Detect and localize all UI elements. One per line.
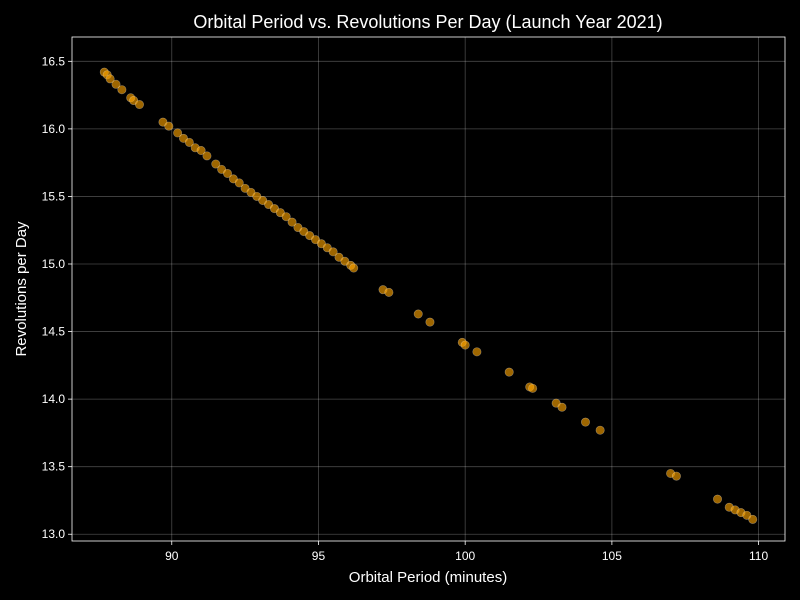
data-point bbox=[425, 317, 435, 327]
data-point bbox=[129, 96, 139, 106]
data-point bbox=[275, 208, 285, 218]
data-point bbox=[105, 74, 115, 84]
y-tick-label: 15.0 bbox=[42, 257, 66, 271]
data-point bbox=[671, 471, 681, 481]
y-tick-label: 14.0 bbox=[42, 392, 66, 406]
data-point bbox=[264, 200, 274, 210]
data-point bbox=[595, 425, 605, 435]
data-point bbox=[287, 217, 297, 227]
data-point bbox=[713, 494, 723, 504]
data-point bbox=[184, 137, 194, 147]
plot-frame bbox=[71, 36, 786, 542]
data-point bbox=[246, 187, 256, 197]
data-point bbox=[334, 252, 344, 262]
x-tick-label: 100 bbox=[455, 549, 475, 563]
data-point bbox=[748, 514, 758, 524]
x-axis-ticks: 90 95 100 105 110 bbox=[165, 541, 768, 563]
data-point bbox=[196, 146, 206, 156]
data-point bbox=[217, 164, 227, 174]
data-point bbox=[258, 195, 268, 205]
data-point bbox=[472, 347, 482, 357]
data-point bbox=[742, 510, 752, 520]
x-tick-label: 95 bbox=[312, 549, 326, 563]
data-point bbox=[328, 247, 338, 257]
data-point bbox=[269, 204, 279, 214]
data-point bbox=[299, 227, 309, 237]
data-point bbox=[580, 417, 590, 427]
data-point bbox=[322, 243, 332, 253]
y-tick-label: 14.5 bbox=[42, 325, 66, 339]
data-point bbox=[557, 402, 567, 412]
data-point bbox=[340, 256, 350, 266]
data-point bbox=[460, 340, 470, 350]
y-axis-ticks: 13.0 13.5 14.0 14.5 15.0 15.5 16.0 16.5 bbox=[42, 54, 72, 541]
data-point bbox=[223, 168, 233, 178]
data-point bbox=[281, 212, 291, 222]
data-point bbox=[178, 133, 188, 143]
data-points bbox=[99, 67, 758, 524]
y-axis-label: Revolutions per Day bbox=[13, 221, 30, 357]
data-point bbox=[293, 223, 303, 233]
data-point bbox=[158, 117, 168, 127]
data-point bbox=[234, 178, 244, 188]
data-point bbox=[349, 263, 359, 273]
data-point bbox=[311, 235, 321, 245]
x-tick-label: 105 bbox=[602, 549, 622, 563]
data-point bbox=[384, 287, 394, 297]
y-tick-label: 16.5 bbox=[42, 54, 66, 68]
x-tick-label: 90 bbox=[165, 549, 179, 563]
data-point bbox=[211, 159, 221, 169]
data-point bbox=[413, 309, 423, 319]
data-point bbox=[252, 191, 262, 201]
data-point bbox=[551, 398, 561, 408]
y-tick-label: 13.5 bbox=[42, 460, 66, 474]
data-point bbox=[173, 128, 183, 138]
data-point bbox=[305, 231, 315, 241]
data-point bbox=[240, 183, 250, 193]
x-tick-label: 110 bbox=[749, 549, 768, 563]
data-point bbox=[228, 174, 238, 184]
data-point bbox=[134, 100, 144, 110]
chart-title: Orbital Period vs. Revolutions Per Day (… bbox=[193, 12, 662, 32]
data-point bbox=[504, 367, 514, 377]
x-axis-label: Orbital Period (minutes) bbox=[349, 569, 507, 586]
grid bbox=[72, 37, 785, 541]
y-tick-label: 13.0 bbox=[42, 527, 66, 541]
y-tick-label: 15.5 bbox=[42, 189, 66, 203]
data-point bbox=[202, 151, 212, 161]
y-tick-label: 16.0 bbox=[42, 122, 66, 136]
data-point bbox=[528, 383, 538, 393]
data-point bbox=[111, 79, 121, 89]
data-point bbox=[164, 121, 174, 131]
data-point bbox=[316, 239, 326, 249]
data-point bbox=[117, 85, 127, 95]
